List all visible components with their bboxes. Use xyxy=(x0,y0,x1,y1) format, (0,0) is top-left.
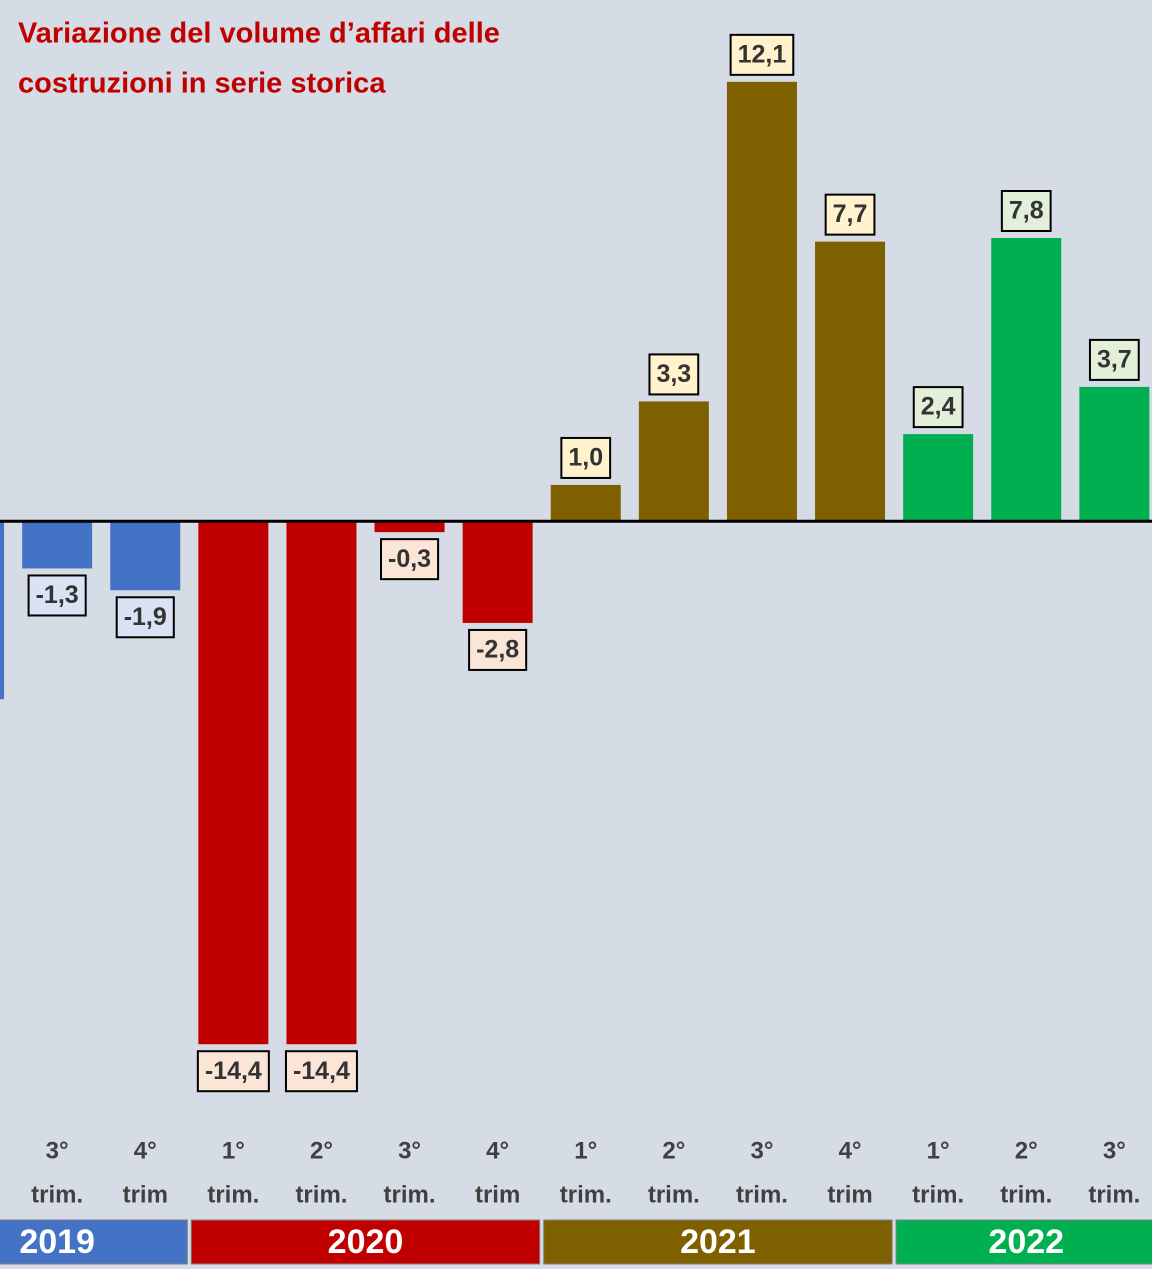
value-label-text: 7,8 xyxy=(1009,197,1044,225)
x-tick-label: trim. xyxy=(736,1181,788,1208)
x-tick-label: 3° xyxy=(398,1137,421,1164)
value-label: -14,4 xyxy=(284,1050,358,1093)
legend-band xyxy=(190,1219,541,1265)
value-label-box xyxy=(115,596,175,639)
x-tick-label: 1° xyxy=(927,1137,950,1164)
bar xyxy=(286,521,357,1045)
value-label: 7,8 xyxy=(1000,190,1052,232)
value-label-text: 3,7 xyxy=(1097,346,1132,374)
bar xyxy=(550,484,621,522)
value-label-box xyxy=(27,574,87,617)
value-label: -1,3 xyxy=(27,574,87,617)
x-tick-label: trim. xyxy=(912,1181,964,1208)
x-tick-label: 1° xyxy=(574,1137,597,1164)
legend-band xyxy=(0,1219,188,1265)
legend-label: 2019 xyxy=(19,1223,95,1261)
x-tick-label: 4° xyxy=(839,1137,862,1164)
value-label-box xyxy=(824,193,876,236)
legend-label: 2022 xyxy=(988,1223,1064,1261)
x-tick-label: trim. xyxy=(1088,1181,1140,1208)
x-tick-label: trim. xyxy=(648,1181,700,1208)
value-label: -0,3 xyxy=(380,538,440,581)
value-label-text: 2,4 xyxy=(921,393,956,421)
value-label: -14,4 xyxy=(196,1050,270,1093)
value-label: 3,3 xyxy=(648,353,700,396)
x-tick-label: trim xyxy=(123,1181,168,1208)
value-label-text: -14,4 xyxy=(293,1057,350,1085)
x-tick-label: trim. xyxy=(1000,1181,1052,1208)
value-label-text: -0,3 xyxy=(388,545,431,573)
value-label-box xyxy=(284,1050,358,1093)
x-tick-label: 3° xyxy=(46,1137,69,1164)
bar xyxy=(374,521,445,533)
bar xyxy=(1079,386,1150,522)
legend-label: 2021 xyxy=(680,1223,756,1261)
value-label-text: -1,3 xyxy=(36,581,79,609)
x-tick-label: trim. xyxy=(31,1181,83,1208)
x-tick-label: trim. xyxy=(295,1181,347,1208)
value-label: 7,7 xyxy=(824,193,876,236)
value-label-text: -14,4 xyxy=(205,1057,262,1085)
x-tick-label: trim. xyxy=(207,1181,259,1208)
value-label: 2,4 xyxy=(912,386,964,429)
bar xyxy=(991,238,1062,522)
value-label-text: 12,1 xyxy=(738,40,787,68)
bar xyxy=(815,241,886,522)
chart-title: Variazione del volume d’affari delle xyxy=(18,18,500,50)
x-tick-label: trim xyxy=(827,1181,872,1208)
value-label-box xyxy=(648,353,700,396)
value-label-box xyxy=(1088,338,1140,381)
value-label: 12,1 xyxy=(729,33,795,76)
value-label: 1,0 xyxy=(560,436,612,479)
x-tick-label: 4° xyxy=(486,1137,509,1164)
x-tick-label: 3° xyxy=(1103,1137,1126,1164)
x-tick-label: 2° xyxy=(310,1137,333,1164)
value-label-text: -2,8 xyxy=(476,636,519,664)
x-tick-label: 4° xyxy=(134,1137,157,1164)
value-label-text: 3,3 xyxy=(656,360,691,388)
bar xyxy=(903,434,974,522)
legend-band xyxy=(895,1219,1152,1265)
bar xyxy=(726,81,797,522)
legend-label: 2020 xyxy=(328,1223,404,1261)
value-label-box xyxy=(560,436,612,479)
bar xyxy=(462,521,533,623)
x-tick-label: 2° xyxy=(662,1137,685,1164)
x-tick-label: trim. xyxy=(560,1181,612,1208)
chart-title: costruzioni in serie storica xyxy=(18,68,386,100)
legend-band xyxy=(543,1219,893,1265)
value-label-box xyxy=(380,538,440,581)
x-tick-label: trim xyxy=(475,1181,520,1208)
x-tick-label: trim. xyxy=(384,1181,436,1208)
value-label-box xyxy=(196,1050,270,1093)
x-tick-label: 3° xyxy=(750,1137,773,1164)
value-label: -1,9 xyxy=(115,596,175,639)
value-label-box xyxy=(468,628,528,671)
bar xyxy=(22,521,93,569)
bar xyxy=(638,401,709,522)
value-label-text: -1,9 xyxy=(124,603,167,631)
bar xyxy=(110,521,181,591)
bar xyxy=(198,521,269,1045)
x-tick-label: 1° xyxy=(222,1137,245,1164)
value-label: 3,7 xyxy=(1088,338,1140,381)
bar xyxy=(0,521,5,700)
value-label: -2,8 xyxy=(468,628,528,671)
value-label-box xyxy=(912,386,964,429)
x-tick-label: 2° xyxy=(1015,1137,1038,1164)
value-label-text: 7,7 xyxy=(833,200,868,228)
value-label-text: 1,0 xyxy=(568,444,603,472)
value-label-box xyxy=(1000,190,1052,232)
value-label-box xyxy=(729,33,795,76)
